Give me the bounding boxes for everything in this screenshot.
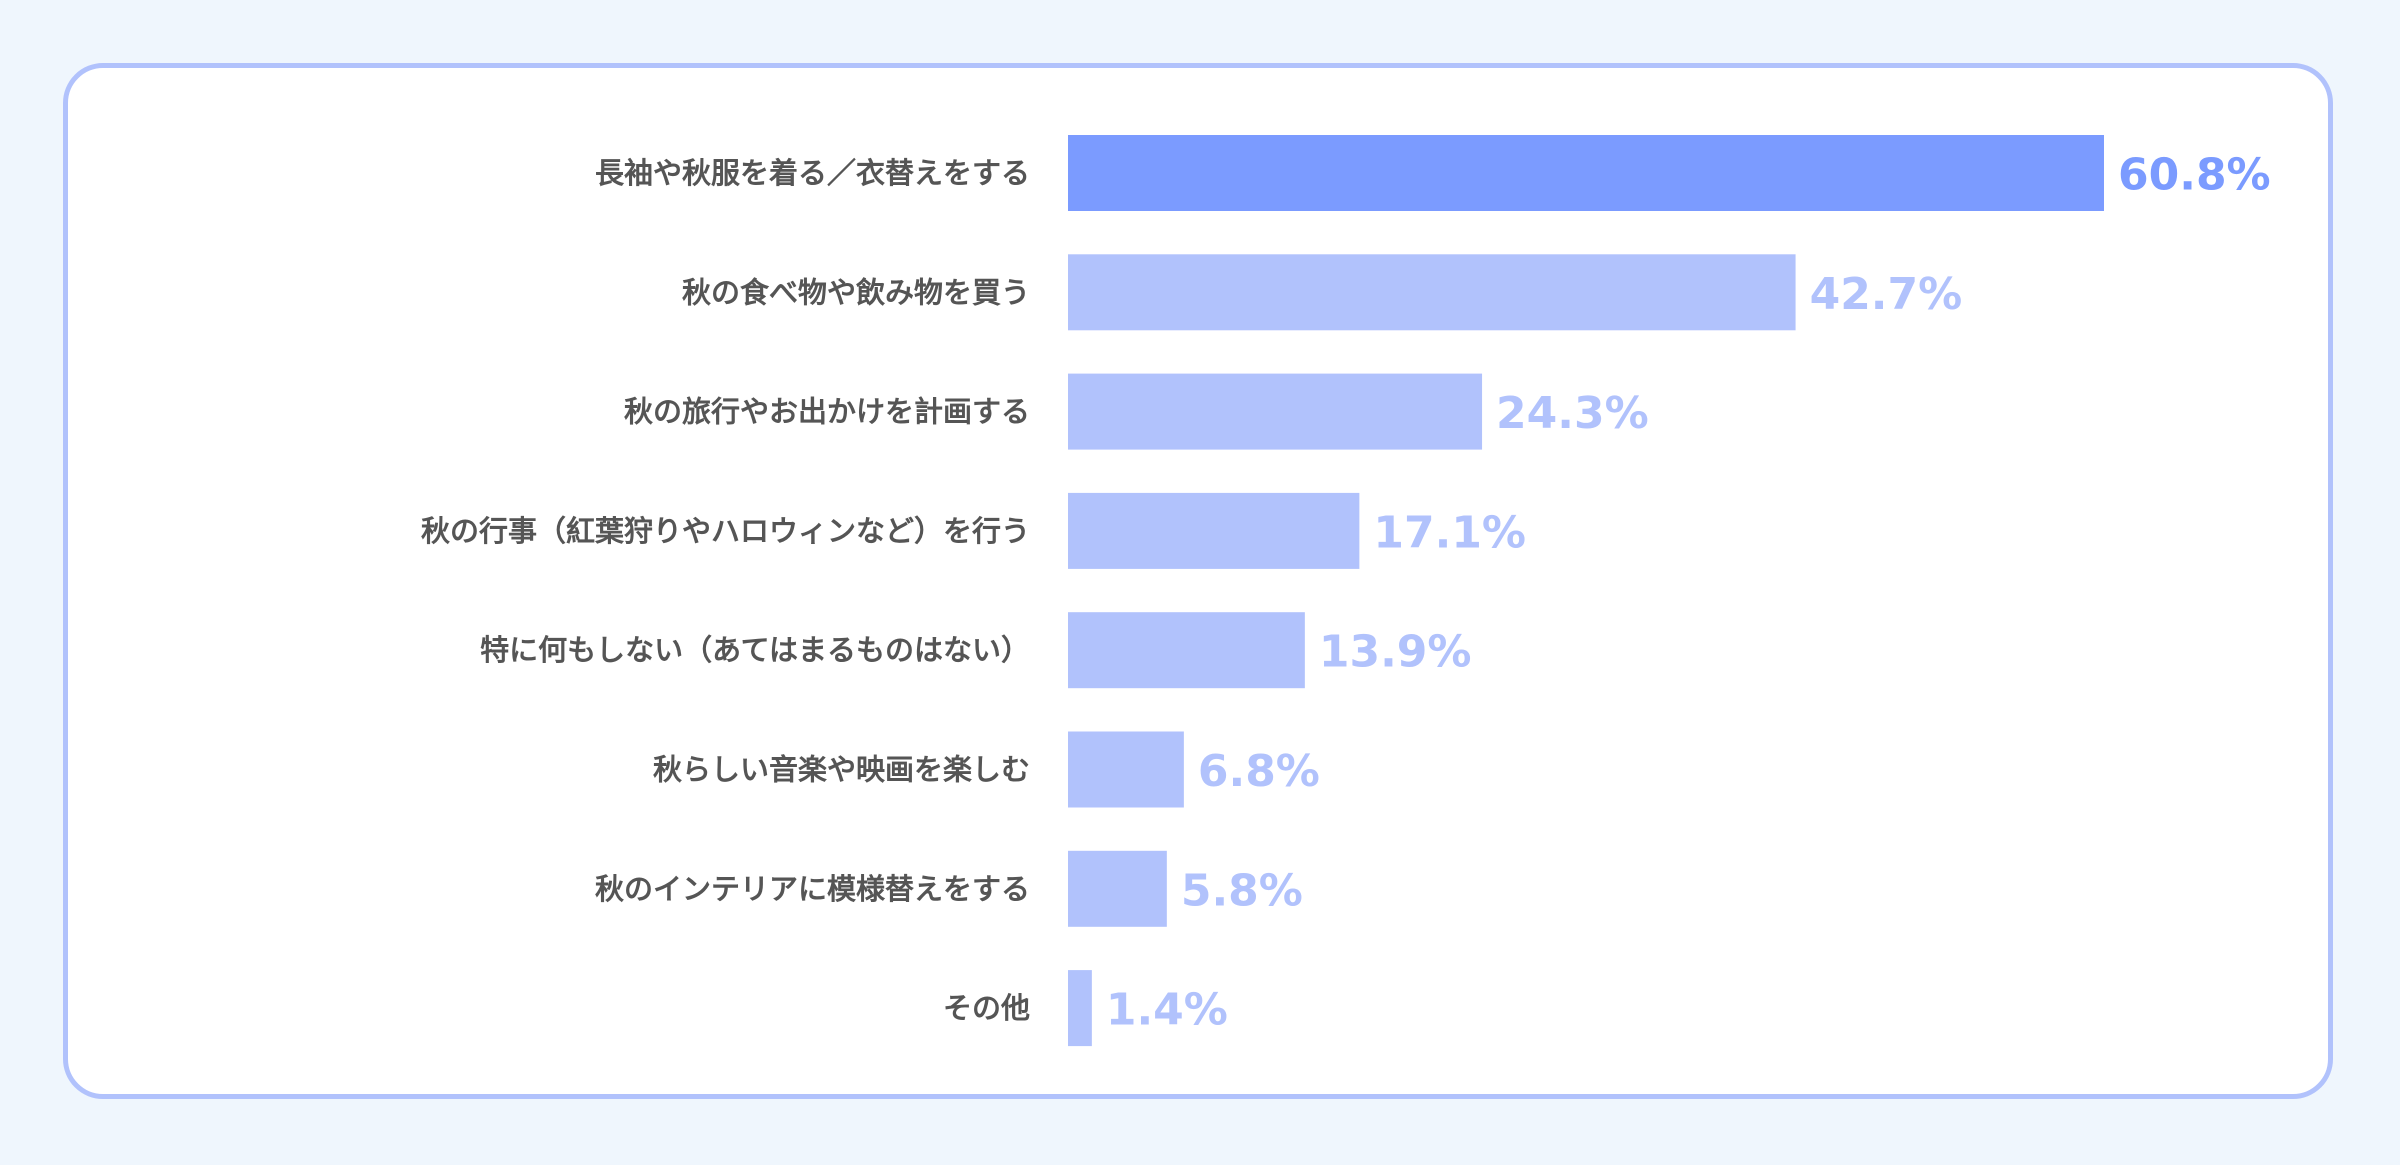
bar (1068, 731, 1184, 808)
bar (1068, 850, 1167, 927)
value-label: 42.7% (1810, 269, 1963, 320)
value-label: 60.8% (2118, 150, 2271, 201)
value-label: 6.8% (1198, 746, 1320, 797)
category-label: 秋のインテリアに模様替えをする (595, 872, 1030, 906)
value-label: 5.8% (1181, 865, 1303, 916)
value-label: 24.3% (1496, 388, 1649, 439)
category-label: 秋の行事（紅葉狩りやハロウィンなど）を行う (421, 514, 1030, 548)
value-label: 17.1% (1373, 507, 1526, 558)
bar (1068, 254, 1796, 331)
category-label: 秋らしい音楽や映画を楽しむ (653, 753, 1030, 787)
bar (1068, 373, 1483, 450)
bar (1068, 612, 1305, 689)
bar (1068, 492, 1360, 569)
bar (1068, 970, 1092, 1047)
bar (1068, 135, 2104, 211)
value-label: 1.4% (1106, 985, 1228, 1036)
category-label: 長袖や秋服を着る／衣替えをする (595, 156, 1030, 190)
category-label: その他 (943, 991, 1030, 1025)
chart-card (63, 63, 2333, 1099)
value-label: 13.9% (1319, 627, 1472, 678)
category-label: 特に何もしない（あてはまるものはない） (480, 633, 1030, 667)
category-label: 秋の食べ物や飲み物を買う (682, 275, 1030, 309)
category-label: 秋の旅行やお出かけを計画する (624, 395, 1030, 429)
